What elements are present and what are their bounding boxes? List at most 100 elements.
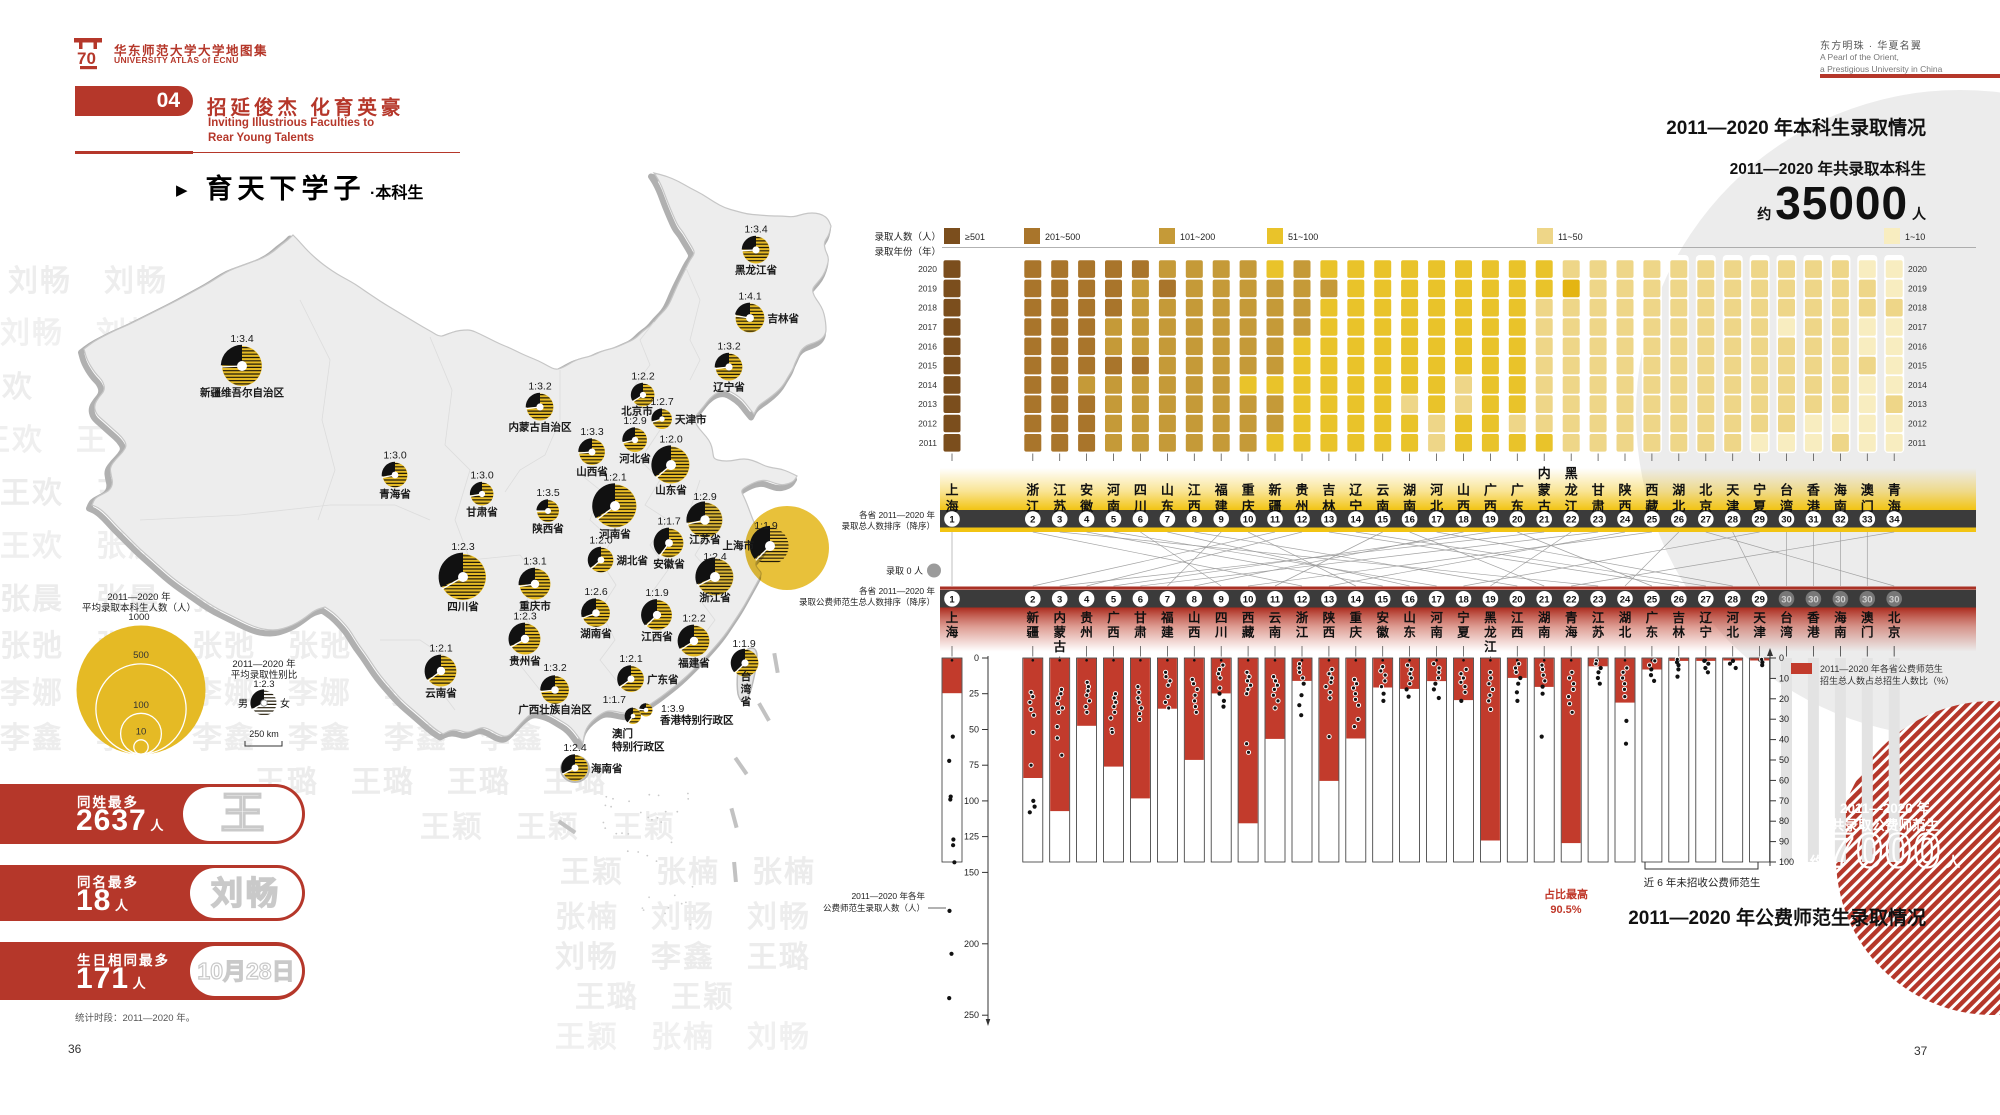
svg-text:湖: 湖	[1403, 483, 1416, 498]
svg-text:云南省: 云南省	[425, 687, 457, 700]
svg-text:南: 南	[1538, 625, 1551, 640]
svg-text:福: 福	[1214, 483, 1228, 498]
svg-text:西: 西	[1323, 626, 1336, 640]
svg-text:30: 30	[1781, 594, 1792, 605]
svg-text:东: 东	[1511, 499, 1524, 514]
svg-text:80: 80	[1779, 816, 1789, 826]
svg-text:安: 安	[1080, 483, 1093, 498]
svg-text:苏: 苏	[1592, 625, 1605, 640]
svg-text:31: 31	[1808, 515, 1819, 526]
svg-text:甘: 甘	[1592, 483, 1605, 498]
svg-text:4: 4	[1084, 594, 1090, 605]
svg-text:7: 7	[1165, 515, 1170, 526]
svg-text:18: 18	[1458, 515, 1469, 526]
svg-text:疆: 疆	[1027, 626, 1040, 640]
svg-text:香: 香	[1806, 483, 1821, 498]
svg-text:150: 150	[964, 867, 979, 877]
svg-text:古: 古	[1053, 639, 1066, 654]
svg-text:101~200: 101~200	[1180, 232, 1215, 242]
svg-text:西: 西	[1188, 499, 1201, 514]
svg-text:1000: 1000	[128, 612, 149, 623]
svg-text:公费师范生录取人数（人）: 公费师范生录取人数（人）	[823, 903, 925, 913]
svg-text:28: 28	[1727, 515, 1738, 526]
svg-text:1:2.0: 1:2.0	[659, 434, 683, 446]
svg-text:南: 南	[1269, 625, 1282, 640]
svg-text:1~10: 1~10	[1905, 232, 1925, 242]
svg-text:特别行政区: 特别行政区	[612, 740, 665, 753]
svg-text:东: 东	[1403, 625, 1416, 640]
svg-text:25: 25	[1647, 515, 1658, 526]
svg-text:徽: 徽	[1375, 625, 1389, 640]
svg-text:2012: 2012	[918, 419, 937, 429]
svg-text:60: 60	[1779, 775, 1789, 785]
svg-text:占比最高: 占比最高	[1544, 887, 1588, 901]
svg-text:新: 新	[1268, 483, 1281, 498]
svg-text:云: 云	[1376, 483, 1389, 498]
svg-text:山西省: 山西省	[576, 465, 608, 478]
svg-text:1:2.4: 1:2.4	[563, 742, 587, 754]
svg-text:30: 30	[1889, 594, 1900, 605]
svg-text:19: 19	[1485, 594, 1496, 605]
svg-text:40: 40	[1779, 735, 1789, 745]
svg-text:西: 西	[1618, 499, 1631, 514]
svg-text:2017: 2017	[918, 322, 937, 332]
svg-text:福建省: 福建省	[677, 657, 710, 670]
svg-text:江: 江	[1026, 499, 1039, 514]
svg-text:辽: 辽	[1700, 611, 1713, 625]
svg-text:海: 海	[1888, 499, 1901, 514]
svg-text:重: 重	[1242, 483, 1255, 498]
svg-text:1:2.3: 1:2.3	[513, 611, 537, 623]
svg-text:云: 云	[1269, 611, 1282, 625]
svg-text:陕: 陕	[1618, 483, 1632, 498]
svg-text:11: 11	[1270, 594, 1281, 605]
svg-text:2019: 2019	[1908, 283, 1927, 293]
svg-text:2: 2	[1030, 515, 1035, 526]
svg-text:藏: 藏	[1242, 625, 1255, 640]
svg-text:林: 林	[1322, 499, 1335, 514]
svg-text:肃: 肃	[1134, 625, 1147, 640]
svg-text:南: 南	[1834, 499, 1847, 514]
svg-text:21: 21	[1539, 594, 1550, 605]
svg-text:13: 13	[1324, 515, 1335, 526]
svg-text:2018: 2018	[1908, 303, 1927, 313]
svg-text:10: 10	[1243, 515, 1254, 526]
svg-text:250 km: 250 km	[249, 729, 279, 739]
svg-text:港: 港	[1807, 499, 1821, 514]
svg-text:25: 25	[969, 689, 979, 699]
svg-text:1:3.0: 1:3.0	[383, 450, 407, 462]
svg-text:10: 10	[1243, 594, 1254, 605]
svg-text:平均录取本科生人数（人）: 平均录取本科生人数（人）	[82, 602, 196, 614]
svg-text:7: 7	[1165, 594, 1170, 605]
svg-text:25: 25	[1647, 594, 1658, 605]
svg-text:河: 河	[1430, 483, 1443, 498]
svg-text:23: 23	[1593, 515, 1604, 526]
svg-text:海: 海	[1565, 625, 1578, 640]
svg-text:100: 100	[1779, 857, 1794, 867]
svg-text:1:1.7: 1:1.7	[657, 516, 681, 528]
svg-text:澳门: 澳门	[612, 727, 633, 740]
svg-text:1:3.0: 1:3.0	[470, 470, 494, 482]
svg-text:蒙: 蒙	[1053, 625, 1066, 640]
svg-text:辽宁省: 辽宁省	[713, 381, 745, 394]
svg-text:台: 台	[1780, 483, 1793, 498]
svg-text:1:3.2: 1:3.2	[717, 341, 741, 353]
svg-text:吉: 吉	[1322, 483, 1335, 498]
svg-text:河: 河	[1107, 483, 1120, 498]
svg-text:2015: 2015	[1908, 361, 1927, 371]
svg-text:各省 2011—2020 年: 各省 2011—2020 年	[859, 510, 935, 520]
svg-text:吉: 吉	[1673, 610, 1686, 625]
svg-text:湾: 湾	[1780, 625, 1793, 640]
svg-text:广: 广	[1484, 483, 1497, 498]
svg-text:1:3.5: 1:3.5	[536, 487, 560, 499]
svg-text:建: 建	[1215, 499, 1228, 514]
svg-text:1:2.1: 1:2.1	[603, 472, 627, 484]
svg-text:河: 河	[1726, 610, 1739, 625]
svg-text:青: 青	[1565, 610, 1578, 625]
svg-text:30: 30	[1779, 714, 1789, 724]
svg-text:100: 100	[133, 700, 149, 711]
svg-text:2016: 2016	[1908, 341, 1927, 351]
svg-text:1:2.0: 1:2.0	[589, 535, 613, 547]
svg-text:江: 江	[1053, 483, 1066, 498]
svg-text:天津市: 天津市	[675, 413, 707, 426]
svg-text:甘: 甘	[1134, 610, 1147, 625]
